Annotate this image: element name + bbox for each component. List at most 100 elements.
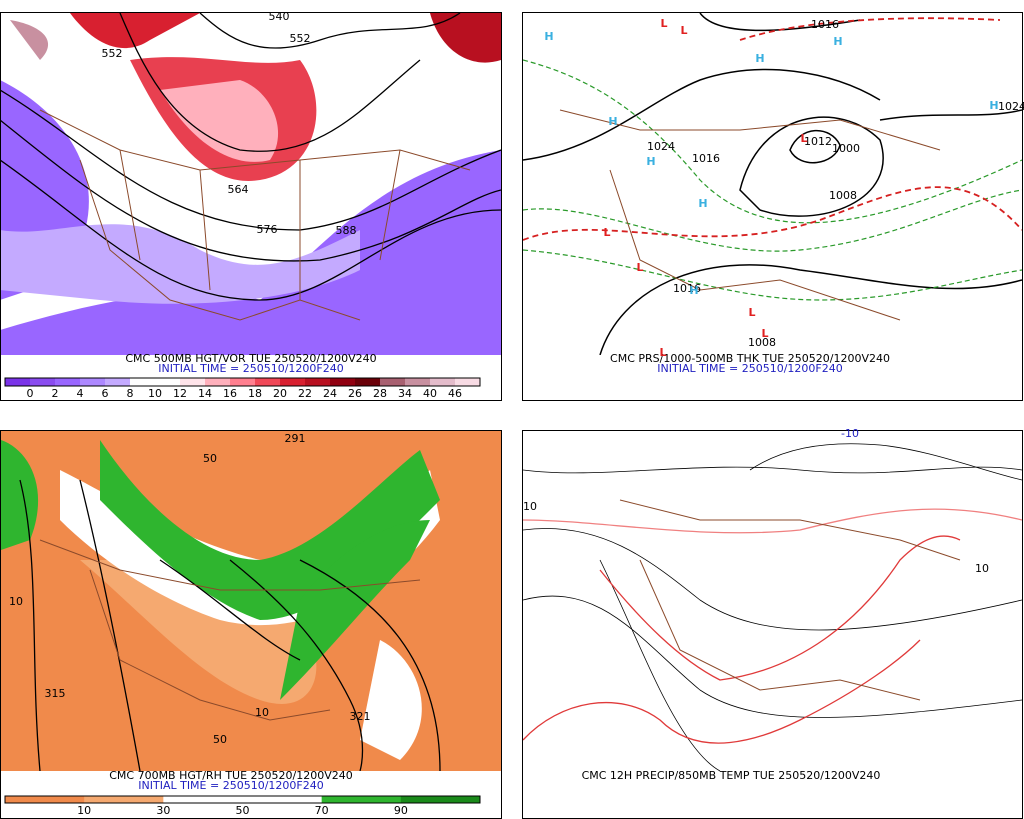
colorbar-label: 10 <box>148 387 162 400</box>
colorbar-swatch <box>5 796 85 803</box>
contour-label: 291 <box>285 432 306 445</box>
panel-frame <box>522 12 1023 401</box>
low-center: L <box>659 346 666 359</box>
contour-label: 1016 <box>673 282 701 295</box>
panel-frame <box>522 430 1023 819</box>
panel-caption: CMC 12H PRECIP/850MB TEMP TUE 250520/120… <box>582 769 881 782</box>
initial-time: INITIAL TIME = 250510/1200F240 <box>138 779 323 792</box>
contour-label: 10 <box>523 500 537 513</box>
contour-label: 50 <box>213 733 227 746</box>
colorbar-label: 16 <box>223 387 237 400</box>
colorbar-label: 10 <box>77 804 91 817</box>
colorbar-swatch <box>84 796 164 803</box>
colorbar-swatch <box>105 378 131 386</box>
colorbar-label: 18 <box>248 387 262 400</box>
colorbar-swatch <box>55 378 81 386</box>
colorbar-label: 14 <box>198 387 212 400</box>
high-center: H <box>989 99 998 112</box>
colorbar-label: 90 <box>394 804 408 817</box>
colorbar-label: 24 <box>323 387 337 400</box>
colorbar-frame <box>4 377 481 387</box>
contour-label: 1016 <box>811 18 839 31</box>
colorbar-swatch <box>163 796 243 803</box>
low-center: L <box>680 24 687 37</box>
colorbar-label: 70 <box>315 804 329 817</box>
low-center: L <box>748 306 755 319</box>
panel-caption: CMC PRS/1000-500MB THK TUE 250520/1200V2… <box>610 352 890 365</box>
colorbar-swatch <box>321 796 402 803</box>
contour-label: 588 <box>336 224 357 237</box>
contour-label: 1000 <box>832 142 860 155</box>
colorbar-label: 30 <box>156 804 170 817</box>
high-center: H <box>608 115 617 128</box>
contour-label: 1016 <box>692 152 720 165</box>
colorbar-label: 40 <box>423 387 437 400</box>
low-center: L <box>660 17 667 30</box>
initial-time: INITIAL TIME = 250510/1200F240 <box>158 362 343 375</box>
contour-label: 1008 <box>829 189 857 202</box>
initial-time: INITIAL TIME = 250510/1200F240 <box>657 362 842 375</box>
contour-label: 1024 <box>998 100 1024 113</box>
colorbar-swatch <box>430 378 456 386</box>
pressure-map <box>523 13 1022 355</box>
colorbar-swatch <box>455 378 481 386</box>
colorbar-swatch <box>242 796 323 803</box>
high-center: H <box>698 197 707 210</box>
colorbar-swatch <box>130 378 156 386</box>
contour-label: 315 <box>45 687 66 700</box>
high-center: H <box>544 30 553 43</box>
high-center: H <box>833 35 842 48</box>
contour-label: 1024 <box>647 140 675 153</box>
humidity-map <box>1 431 501 771</box>
colorbar-label: 0 <box>27 387 34 400</box>
colorbar-swatch <box>205 378 231 386</box>
colorbar-label: 2 <box>52 387 59 400</box>
colorbar-label: 6 <box>102 387 109 400</box>
high-center: H <box>755 52 764 65</box>
high-center: H <box>646 155 655 168</box>
contour-label: 1012 <box>804 135 832 148</box>
colorbar-swatch <box>280 378 306 386</box>
colorbar-label: 26 <box>348 387 362 400</box>
colorbar-label: 28 <box>373 387 387 400</box>
colorbar-swatch <box>400 796 481 803</box>
contour-label: 1008 <box>748 336 776 349</box>
contour-label: -10 <box>841 427 859 440</box>
colorbar-label: 22 <box>298 387 312 400</box>
colorbar-swatch <box>380 378 406 386</box>
contour-label: 564 <box>228 183 249 196</box>
colorbar-label: 50 <box>236 804 250 817</box>
contour-label: 576 <box>257 223 278 236</box>
colorbar-label: 20 <box>273 387 287 400</box>
colorbar-swatch <box>305 378 331 386</box>
contour-label: 50 <box>203 452 217 465</box>
contour-label: 540 <box>269 10 290 23</box>
colorbar-frame <box>4 795 481 804</box>
colorbar-swatch <box>5 378 31 386</box>
colorbar-swatch <box>155 378 181 386</box>
precip-map <box>523 443 1022 771</box>
high-center: H <box>689 284 698 297</box>
colorbar-label: 46 <box>448 387 462 400</box>
low-center: L <box>761 327 768 340</box>
panel-caption: CMC 500MB HGT/VOR TUE 250520/1200V240 <box>125 352 376 365</box>
colorbar-swatch <box>405 378 431 386</box>
panel-caption: CMC 700MB HGT/RH TUE 250520/1200V240 <box>109 769 353 782</box>
colorbar-swatch <box>180 378 206 386</box>
low-center: L <box>603 226 610 239</box>
colorbar-label: 12 <box>173 387 187 400</box>
contour-label: 10 <box>255 706 269 719</box>
vorticity-map <box>1 13 501 355</box>
colorbar-label: 34 <box>398 387 412 400</box>
colorbar-label: 4 <box>77 387 84 400</box>
contour-label: 10 <box>9 595 23 608</box>
colorbar-swatch <box>355 378 381 386</box>
colorbar-swatch <box>330 378 356 386</box>
low-center: L <box>800 132 807 145</box>
contour-label: 552 <box>102 47 123 60</box>
low-center: L <box>636 261 643 274</box>
colorbar-swatch <box>255 378 281 386</box>
colorbar-swatch <box>80 378 106 386</box>
contour-label: 321 <box>350 710 371 723</box>
